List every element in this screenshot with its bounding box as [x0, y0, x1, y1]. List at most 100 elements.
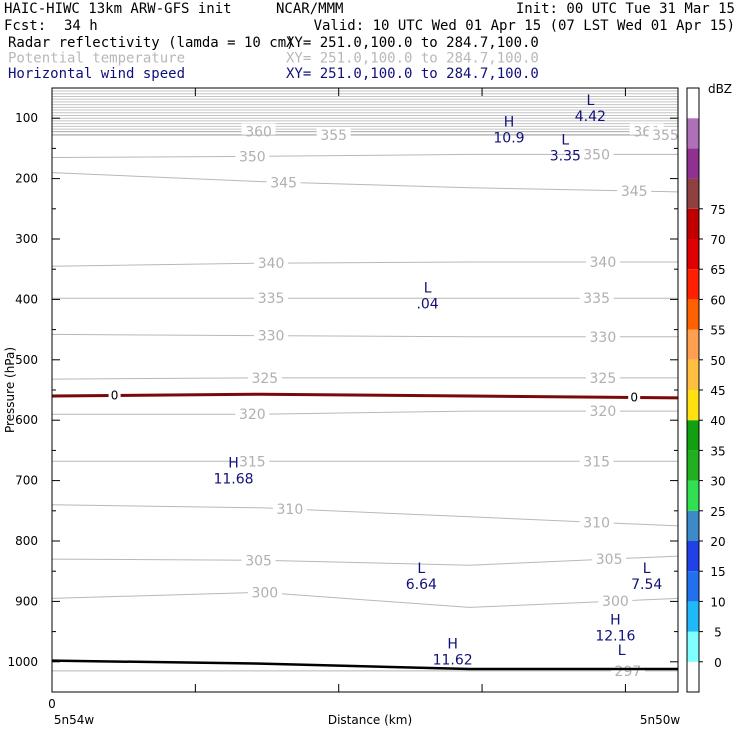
plot-frame — [51, 87, 679, 693]
isentrope-label: 345 — [621, 184, 648, 200]
wind-extremum-value: 4.42 — [575, 109, 606, 125]
isentrope-label-bg — [235, 148, 270, 164]
isentrope-label-bg — [235, 406, 270, 422]
isentrope-label: 315 — [583, 454, 610, 470]
field-xy: XY= 251.0,100.0 to 284.7,100.0 — [286, 51, 539, 67]
colorbar-tick-label: 5 — [714, 626, 722, 640]
isentrope-label: 320 — [590, 404, 617, 420]
colorbar-swatch — [687, 269, 699, 300]
y-tick-label: 800 — [15, 534, 38, 548]
y-tick-label: 700 — [15, 474, 38, 488]
isentrope-label-bg — [266, 174, 301, 190]
contour-label-bg — [108, 389, 121, 402]
colorbar-swatch — [687, 510, 699, 541]
wind-extremum-kind: H — [504, 114, 515, 130]
isentrope-label: 320 — [239, 407, 266, 423]
isentrope-label: 350 — [583, 147, 610, 163]
y-tick-label: 300 — [15, 232, 38, 246]
isentrope-label-bg — [272, 501, 307, 517]
y-tick-label: 400 — [15, 292, 38, 306]
isentrope-label: 335 — [583, 291, 610, 307]
isentrope-label-bg — [585, 403, 620, 419]
x-tick-label: 0 — [48, 697, 56, 711]
isentrope-label-bg — [579, 453, 614, 469]
isentrope-label: 305 — [596, 552, 623, 568]
isentrope-line — [51, 153, 678, 158]
wind-extremum-kind: L — [618, 643, 626, 659]
contour-label-bg — [628, 391, 641, 404]
colorbar-swatch — [687, 631, 699, 662]
isentrope-label-bg — [610, 662, 645, 678]
y-tick-label: 500 — [15, 353, 38, 367]
wind-extremum-value: .04 — [416, 296, 438, 312]
y-tick-label: 100 — [15, 111, 38, 125]
isentrope-label: 330 — [258, 329, 285, 345]
wind-extremum-kind: H — [447, 637, 458, 653]
colorbar-swatch — [687, 359, 699, 390]
y-tick-label: 900 — [15, 594, 38, 608]
colorbar-swatch — [687, 148, 699, 179]
wind-extremum-value: 3.35 — [550, 148, 581, 164]
field-name: Radar reflectivity (lamda = 10 cm) — [8, 35, 295, 51]
wind-extremum-value: 11.62 — [433, 653, 473, 669]
colorbar-tick-label: 40 — [710, 414, 725, 428]
isentrope-label: 355 — [320, 128, 347, 144]
colorbar-swatch — [687, 118, 699, 149]
y-tick-label: 200 — [15, 172, 38, 186]
isentrope-line — [52, 410, 678, 415]
isentrope-line — [51, 504, 679, 527]
isentrope-label: 350 — [239, 149, 266, 165]
y-tick-label: 1000 — [7, 655, 38, 669]
isentrope-label: 360 — [245, 124, 272, 140]
wind-extremum-kind: L — [424, 280, 432, 296]
isentrope-label-bg — [585, 328, 620, 344]
isentrope-label-bg — [254, 327, 289, 343]
isentrope-line — [51, 591, 679, 608]
colorbar-tick-label: 30 — [710, 475, 725, 489]
isentrope-label-bg — [316, 127, 351, 143]
colorbar-tick-label: 0 — [714, 656, 722, 670]
field-xy: XY= 251.0,100.0 to 284.7,100.0 — [286, 66, 539, 82]
colorbar-swatch — [687, 541, 699, 572]
isentrope-label: 315 — [239, 454, 266, 470]
isentrope-label: 340 — [258, 256, 285, 272]
colorbar-tick-label: 50 — [710, 354, 725, 368]
x-end-label: 5n50w — [640, 713, 681, 727]
isentrope-label: 340 — [590, 255, 617, 271]
wind-extremum-value: 12.16 — [595, 629, 635, 645]
model-title: HAIC-HIWC 13km ARW-GFS init — [4, 1, 232, 17]
reflectivity-zero-contour — [51, 392, 679, 400]
colorbar-tick-label: 70 — [710, 233, 725, 247]
colorbar-tick-label: 10 — [710, 595, 725, 609]
org-label: NCAR/MMM — [276, 1, 343, 17]
field-xy: XY= 251.0,100.0 to 284.7,100.0 — [286, 35, 539, 51]
colorbar-swatch — [687, 299, 699, 330]
x-axis-title: Distance (km) — [328, 713, 412, 727]
isentrope-label: 297 — [615, 664, 642, 680]
colorbar-swatch — [687, 208, 699, 239]
wind-extremum-kind: L — [417, 561, 425, 577]
isentrope-label: 335 — [258, 291, 285, 307]
colorbar-swatch — [687, 420, 699, 451]
colorbar-swatch — [687, 239, 699, 270]
colorbar-tick-label: 15 — [710, 565, 725, 579]
forecast-label: Fcst: — [4, 18, 46, 34]
isentrope-label: 330 — [590, 330, 617, 346]
wind-extremum-value: 10.9 — [493, 130, 524, 146]
isentrope-line — [51, 172, 679, 193]
colorbar-swatch — [687, 661, 699, 692]
wind-extremum-kind: H — [228, 456, 239, 472]
colorbar-tick-label: 60 — [710, 293, 725, 307]
isentrope-label-bg — [592, 551, 627, 567]
isentrope-label-bg — [598, 593, 633, 609]
colorbar-swatch — [687, 450, 699, 481]
wind-extremum-value: 7.54 — [631, 577, 662, 593]
isentrope-label-bg — [648, 127, 683, 143]
isentrope-label-bg — [247, 584, 282, 600]
wind-extremum-kind: H — [610, 613, 621, 629]
init-time: Init: 00 UTC Tue 31 Mar 15 — [516, 1, 735, 17]
isentrope-label: 345 — [270, 175, 297, 191]
isentrope-label-bg — [241, 552, 276, 568]
isentrope-label-bg — [247, 369, 282, 385]
